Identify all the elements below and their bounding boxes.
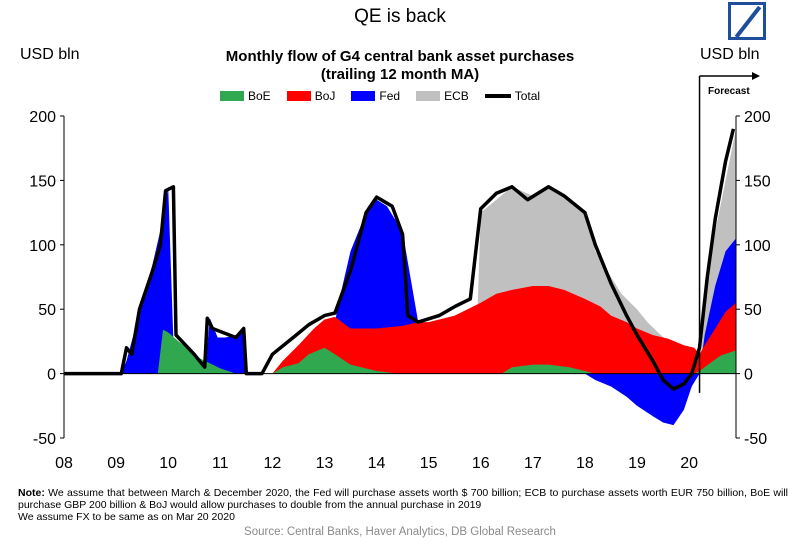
- page-title: QE is back: [354, 6, 446, 27]
- y-tick-label-left: 0: [47, 367, 56, 384]
- x-tick-label: 15: [420, 455, 438, 472]
- x-tick-label: 18: [576, 455, 594, 472]
- y-tick-label-right: -50: [744, 431, 767, 448]
- x-tick-label: 19: [628, 455, 646, 472]
- note-text: We assume that between March & December …: [18, 487, 788, 511]
- chart-plot: -50 -50 0 0 50 50 100 100 150 150 200 200 08 09 10 11 12…: [29, 72, 771, 472]
- legend-line-total: [484, 94, 511, 98]
- y-tick-label-left: 50: [38, 302, 56, 319]
- x-tick-label: 20: [680, 455, 698, 472]
- x-tick-label: 16: [472, 455, 490, 472]
- legend-item-total: Total: [484, 89, 541, 103]
- y-tick-label-left: 150: [29, 173, 56, 190]
- forecast-arrow-head: [752, 72, 760, 80]
- y-tick-label-right: 150: [744, 173, 771, 190]
- x-tick-label: 09: [107, 455, 125, 472]
- y-tick-label-left: 100: [29, 238, 56, 255]
- x-tick-label: 10: [159, 455, 177, 472]
- legend-label-total: Total: [514, 89, 541, 103]
- y-tick-label-left: 200: [29, 109, 56, 126]
- chart-title-block: Monthly flow of G4 central bank asset pu…: [150, 48, 650, 84]
- note-line2: We assume FX to be same as on Mar 20 202…: [18, 511, 235, 523]
- note-label: Note:: [18, 487, 45, 499]
- y-tick-label-right: 50: [744, 302, 762, 319]
- legend-item-ecb: ECB: [416, 89, 469, 103]
- y-tick-label-right: 200: [744, 109, 771, 126]
- deutsche-bank-logo: [728, 2, 766, 40]
- y-tick-label-right: 100: [744, 238, 771, 255]
- area-fed: [64, 186, 736, 426]
- legend-label-fed: Fed: [379, 89, 401, 103]
- x-tick-label: 08: [55, 455, 73, 472]
- x-tick-label: 13: [316, 455, 334, 472]
- legend-label-boe: BoE: [248, 89, 271, 103]
- chart-legend: BoE BoJ Fed ECB Total: [220, 88, 556, 104]
- forecast-label: Forecast: [708, 86, 750, 97]
- chart-subtitle: (trailing 12 month MA): [320, 66, 480, 83]
- y-tick-label-right: 0: [744, 367, 753, 384]
- legend-item-fed: Fed: [351, 89, 400, 103]
- legend-label-ecb: ECB: [444, 89, 469, 103]
- legend-swatch-boe: [220, 91, 244, 101]
- x-tick-label: 14: [368, 455, 386, 472]
- legend-swatch-boj: [286, 91, 311, 101]
- chart-note: Note: We assume that between March & Dec…: [18, 487, 788, 523]
- chart-source: Source: Central Banks, Haver Analytics, …: [244, 526, 556, 538]
- legend-item-boe: BoE: [220, 89, 271, 103]
- chart-title: Monthly flow of G4 central bank asset pu…: [225, 48, 575, 65]
- right-axis-unit: USD bln: [700, 46, 760, 63]
- legend-label-boj: BoJ: [314, 89, 336, 103]
- y-tick-label-left: -50: [33, 431, 56, 448]
- legend-swatch-ecb: [416, 91, 441, 101]
- area-boj: [64, 286, 736, 374]
- legend-swatch-fed: [351, 91, 376, 101]
- x-tick-label: 11: [212, 455, 229, 472]
- line-total: [64, 128, 736, 391]
- x-tick-label: 17: [524, 455, 542, 472]
- x-tick-label: 12: [263, 455, 281, 472]
- legend-item-boj: BoJ: [286, 89, 336, 103]
- left-axis-unit: USD bln: [20, 46, 80, 63]
